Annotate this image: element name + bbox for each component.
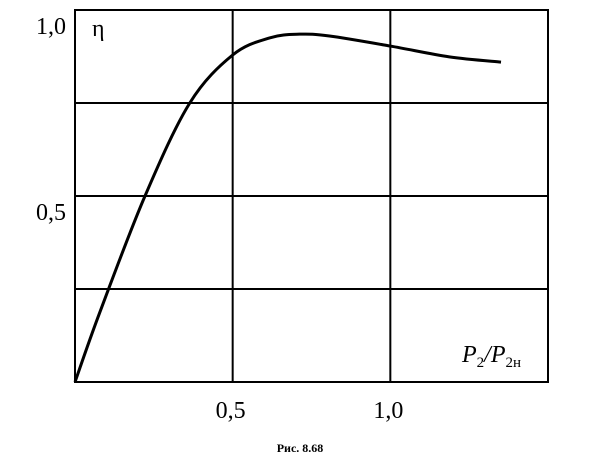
x-tick-label: 0,5 — [216, 398, 246, 424]
y-tick-label: 1,0 — [36, 14, 66, 40]
y-axis-label: η — [92, 16, 105, 42]
x-tick-label: 1,0 — [373, 398, 403, 424]
x-label-sub: 2н — [506, 355, 522, 371]
y-tick-label: 0,5 — [36, 200, 66, 226]
efficiency-curve — [73, 32, 502, 383]
x-axis-label: P2/P2н — [461, 342, 521, 371]
x-label-part: P — [461, 342, 477, 368]
x-label-part: /P — [482, 342, 506, 368]
x-label-sub: 2 — [477, 355, 485, 371]
caption: Рис. 8.68 — [277, 441, 324, 455]
